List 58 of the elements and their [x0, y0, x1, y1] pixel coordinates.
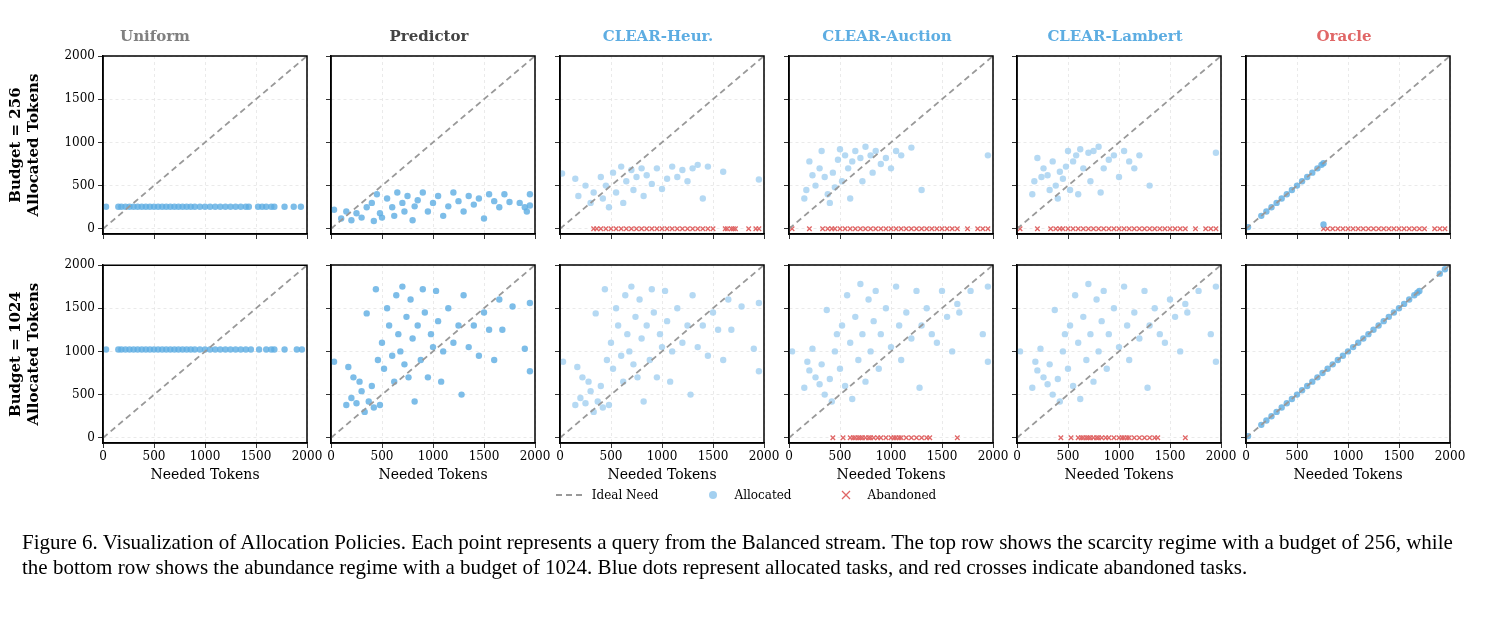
- x-tick-label: 500: [142, 449, 166, 464]
- x-tick-label: 1000: [1332, 449, 1364, 464]
- legend-label: Abandoned: [867, 488, 937, 502]
- x-tick-label: 1500: [1154, 449, 1186, 464]
- y-tick-label: 500: [72, 177, 95, 192]
- y-tick-label: 2000: [64, 257, 95, 272]
- x-tick-label: 500: [1056, 449, 1080, 464]
- y-tick-label: 1000: [64, 134, 95, 149]
- y-tick-label: 1500: [64, 91, 95, 106]
- x-axis-title: Needed Tokens: [607, 466, 717, 483]
- y-tick-label: 1000: [64, 343, 95, 358]
- x-tick-label: 1500: [468, 449, 500, 464]
- x-tick-label: 2000: [748, 449, 780, 464]
- y-axis-title: Budget = 256 Allocated Tokens: [5, 73, 42, 218]
- x-tick-label: 0: [556, 449, 564, 464]
- y-tick-label: 1500: [64, 300, 95, 315]
- chart-title: CLEAR-Auction: [822, 26, 952, 45]
- y-axis-title: Budget = 1024 Allocated Tokens: [5, 282, 42, 427]
- x-tick-label: 1000: [875, 449, 907, 464]
- chart-title: CLEAR-Lambert: [1047, 26, 1183, 45]
- chart-title: CLEAR-Heur.: [602, 26, 714, 45]
- x-tick-label: 500: [828, 449, 852, 464]
- x-tick-label: 1000: [417, 449, 449, 464]
- x-tick-label: 0: [1013, 449, 1021, 464]
- chart-title: Oracle: [1316, 26, 1372, 45]
- y-tick-label: 2000: [64, 48, 95, 63]
- x-tick-label: 0: [785, 449, 793, 464]
- legend-label: Allocated: [734, 488, 792, 502]
- y-tick-label: 0: [87, 220, 95, 235]
- x-tick-label: 1500: [926, 449, 958, 464]
- x-tick-label: 0: [99, 449, 107, 464]
- x-tick-label: 1500: [1383, 449, 1415, 464]
- x-tick-label: 1500: [240, 449, 272, 464]
- x-tick-label: 500: [370, 449, 394, 464]
- x-axis-title: Needed Tokens: [150, 466, 260, 483]
- x-tick-label: 1500: [697, 449, 729, 464]
- x-tick-label: 1000: [1103, 449, 1135, 464]
- x-tick-label: 1000: [646, 449, 678, 464]
- x-axis-title: Needed Tokens: [378, 466, 488, 483]
- x-tick-label: 500: [599, 449, 623, 464]
- x-axis-title: Needed Tokens: [1293, 466, 1403, 483]
- x-tick-label: 2000: [1434, 449, 1466, 464]
- caption: Figure 6. Visualization of Allocation Policies. Each point represents a query from the Balanced stream. The top row shows the scarcity regime with a budget of 256, while the bottom row shows the abundance regime with a budget of 1024. Blue dots represent allocated tasks, and red crosses indicate abandoned tasks.: [22, 530, 1454, 580]
- x-tick-label: 2000: [291, 449, 323, 464]
- x-tick-label: 2000: [519, 449, 551, 464]
- x-tick-label: 0: [1242, 449, 1250, 464]
- x-axis-title: Needed Tokens: [836, 466, 946, 483]
- x-tick-label: 1000: [189, 449, 221, 464]
- x-tick-label: 2000: [1205, 449, 1237, 464]
- x-tick-label: 0: [327, 449, 335, 464]
- x-axis-title: Needed Tokens: [1064, 466, 1174, 483]
- chart-title: Uniform: [120, 26, 191, 45]
- x-tick-label: 2000: [977, 449, 1009, 464]
- x-tick-label: 500: [1285, 449, 1309, 464]
- y-tick-label: 500: [72, 386, 95, 401]
- y-tick-label: 0: [87, 429, 95, 444]
- legend-label: Ideal Need: [591, 488, 659, 502]
- chart-title: Predictor: [389, 26, 470, 45]
